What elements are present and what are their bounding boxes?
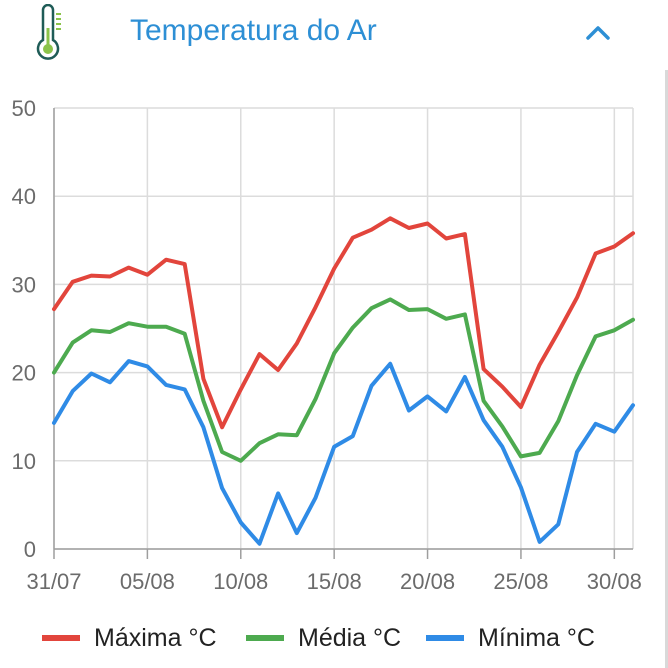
legend-item[interactable]: Mínima °C [426,618,595,658]
x-tick-label: 30/08 [587,569,642,594]
y-tick-label: 20 [12,361,36,386]
x-tick-label: 20/08 [400,569,455,594]
chart-legend: Máxima °C Média °C Mínima °C [0,618,668,658]
legend-swatch [42,635,80,641]
legend-swatch [246,635,284,641]
x-tick-label: 15/08 [307,569,362,594]
panel-edge [665,70,668,668]
x-tick-label: 25/08 [493,569,548,594]
series-line-1 [52,297,635,463]
legend-label: Média °C [298,623,402,652]
legend-label: Máxima °C [94,623,217,652]
y-tick-label: 50 [12,96,36,121]
thermometer-icon [36,4,61,60]
legend-item[interactable]: Média °C [246,618,401,658]
y-tick-label: 10 [12,449,36,474]
y-tick-label: 40 [12,184,36,209]
legend-swatch [426,635,464,641]
y-tick-label: 30 [12,272,36,297]
panel-header: Temperatura do Ar [0,0,668,70]
x-tick-label: 05/08 [120,569,175,594]
x-tick-label: 31/07 [26,569,81,594]
x-tick-label: 10/08 [213,569,268,594]
series-line-0 [52,216,635,430]
series-line-2 [52,359,635,546]
y-tick-label: 0 [24,537,36,562]
legend-label: Mínima °C [478,623,595,652]
chevron-up-icon[interactable] [582,18,614,46]
legend-item[interactable]: Máxima °C [42,618,217,658]
panel-title: Temperatura do Ar [130,14,377,47]
temperature-line-chart: 0 10 20 30 40 50 31/07 05/08 10/08 15/08 20/08 25/0… [12,96,642,594]
